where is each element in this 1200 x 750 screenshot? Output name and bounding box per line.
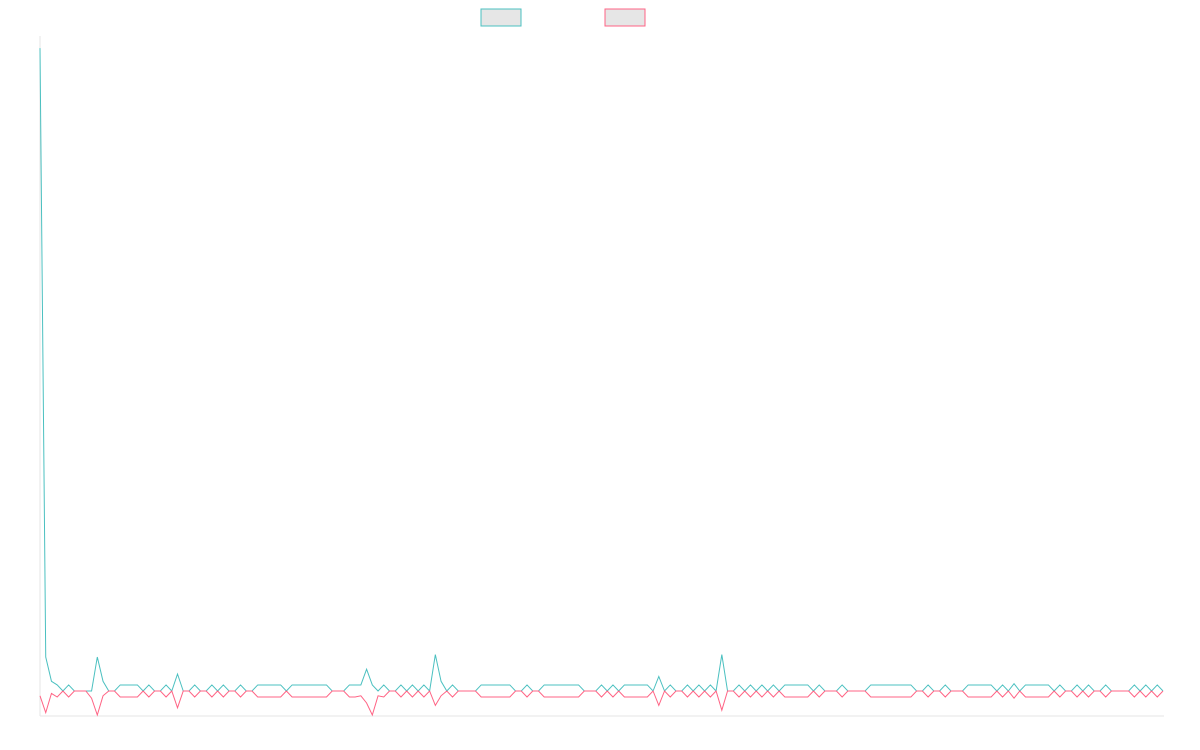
legend-swatch-0[interactable] (480, 8, 522, 27)
legend-swatch-1[interactable] (604, 8, 646, 27)
series-layer (39, 48, 1164, 717)
series-line-0[interactable] (39, 48, 1164, 693)
series-line-1[interactable] (39, 690, 1164, 717)
chart-legend (480, 8, 646, 27)
plot-area (39, 36, 1164, 717)
